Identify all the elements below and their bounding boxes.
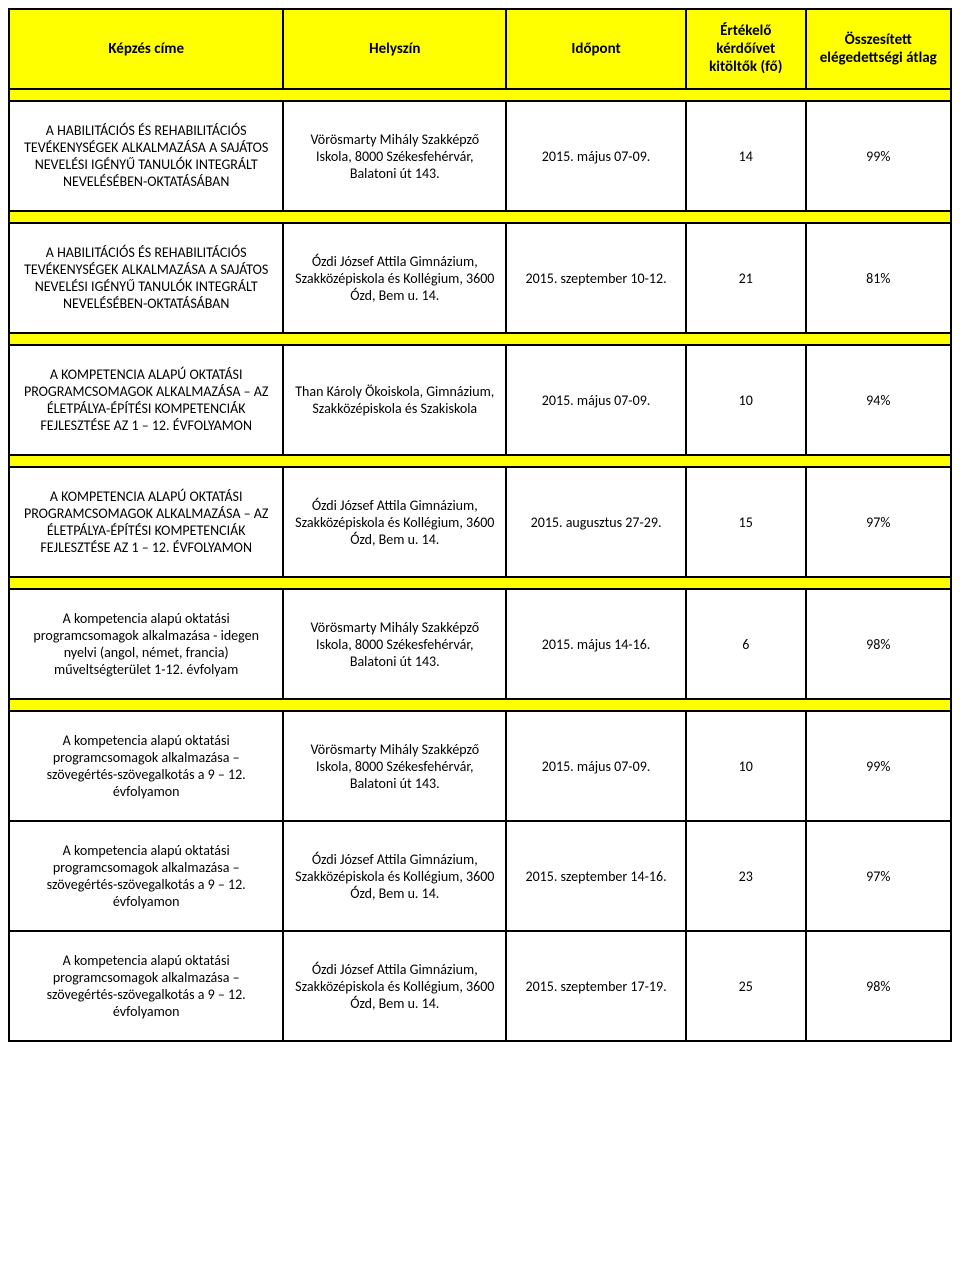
header-title: Képzés címe: [9, 9, 283, 89]
cell-date: 2015. május 07-09.: [506, 711, 686, 821]
cell-title: A KOMPETENCIA ALAPÚ OKTATÁSI PROGRAMCSOM…: [9, 345, 283, 455]
table-row: A KOMPETENCIA ALAPÚ OKTATÁSI PROGRAMCSOM…: [9, 467, 951, 577]
cell-count: 15: [686, 467, 806, 577]
header-avg: Összesített elégedettségi átlag: [806, 9, 951, 89]
cell-avg: 97%: [806, 467, 951, 577]
header-location: Helyszín: [283, 9, 506, 89]
cell-count: 10: [686, 345, 806, 455]
cell-title: A kompetencia alapú oktatási programcsom…: [9, 931, 283, 1041]
table-row: A HABILITÁCIÓS ÉS REHABILITÁCIÓS TEVÉKEN…: [9, 223, 951, 333]
cell-avg: 98%: [806, 589, 951, 699]
group-spacer: [9, 211, 951, 223]
header-date: Időpont: [506, 9, 686, 89]
table-row: A HABILITÁCIÓS ÉS REHABILITÁCIÓS TEVÉKEN…: [9, 101, 951, 211]
cell-location: Vörösmarty Mihály Szakképző Iskola, 8000…: [283, 711, 506, 821]
cell-date: 2015. szeptember 10-12.: [506, 223, 686, 333]
cell-location: Vörösmarty Mihály Szakképző Iskola, 8000…: [283, 589, 506, 699]
cell-title: A kompetencia alapú oktatási programcsom…: [9, 821, 283, 931]
table-row: A kompetencia alapú oktatási programcsom…: [9, 931, 951, 1041]
cell-title: A HABILITÁCIÓS ÉS REHABILITÁCIÓS TEVÉKEN…: [9, 223, 283, 333]
cell-date: 2015. május 14-16.: [506, 589, 686, 699]
cell-location: Ózdi József Attila Gimnázium, Szakközépi…: [283, 931, 506, 1041]
table-row: A KOMPETENCIA ALAPÚ OKTATÁSI PROGRAMCSOM…: [9, 345, 951, 455]
header-count: Értékelő kérdőívet kitöltők (fő): [686, 9, 806, 89]
cell-avg: 98%: [806, 931, 951, 1041]
cell-count: 23: [686, 821, 806, 931]
cell-title: A HABILITÁCIÓS ÉS REHABILITÁCIÓS TEVÉKEN…: [9, 101, 283, 211]
cell-avg: 81%: [806, 223, 951, 333]
cell-title: A kompetencia alapú oktatási programcsom…: [9, 589, 283, 699]
cell-avg: 94%: [806, 345, 951, 455]
cell-count: 21: [686, 223, 806, 333]
cell-count: 14: [686, 101, 806, 211]
spacer-cell: [9, 333, 951, 345]
cell-count: 25: [686, 931, 806, 1041]
cell-avg: 99%: [806, 101, 951, 211]
cell-date: 2015. augusztus 27-29.: [506, 467, 686, 577]
training-table: Képzés címe Helyszín Időpont Értékelő ké…: [8, 8, 952, 1042]
cell-title: A KOMPETENCIA ALAPÚ OKTATÁSI PROGRAMCSOM…: [9, 467, 283, 577]
cell-title: A kompetencia alapú oktatási programcsom…: [9, 711, 283, 821]
table-row: A kompetencia alapú oktatási programcsom…: [9, 589, 951, 699]
group-spacer: [9, 577, 951, 589]
cell-date: 2015. május 07-09.: [506, 345, 686, 455]
group-spacer: [9, 699, 951, 711]
cell-avg: 97%: [806, 821, 951, 931]
spacer-cell: [9, 699, 951, 711]
cell-location: Vörösmarty Mihály Szakképző Iskola, 8000…: [283, 101, 506, 211]
cell-location: Ózdi József Attila Gimnázium, Szakközépi…: [283, 467, 506, 577]
header-row: Képzés címe Helyszín Időpont Értékelő ké…: [9, 9, 951, 89]
cell-count: 6: [686, 589, 806, 699]
cell-count: 10: [686, 711, 806, 821]
cell-date: 2015. május 07-09.: [506, 101, 686, 211]
cell-location: Ózdi József Attila Gimnázium, Szakközépi…: [283, 821, 506, 931]
group-spacer: [9, 89, 951, 101]
spacer-cell: [9, 89, 951, 101]
group-spacer: [9, 333, 951, 345]
table-row: A kompetencia alapú oktatási programcsom…: [9, 711, 951, 821]
cell-location: Than Károly Ökoiskola, Gimnázium, Szakkö…: [283, 345, 506, 455]
spacer-cell: [9, 455, 951, 467]
cell-date: 2015. szeptember 17-19.: [506, 931, 686, 1041]
table-row: A kompetencia alapú oktatási programcsom…: [9, 821, 951, 931]
cell-date: 2015. szeptember 14-16.: [506, 821, 686, 931]
cell-avg: 99%: [806, 711, 951, 821]
spacer-cell: [9, 211, 951, 223]
cell-location: Ózdi József Attila Gimnázium, Szakközépi…: [283, 223, 506, 333]
spacer-cell: [9, 577, 951, 589]
group-spacer: [9, 455, 951, 467]
